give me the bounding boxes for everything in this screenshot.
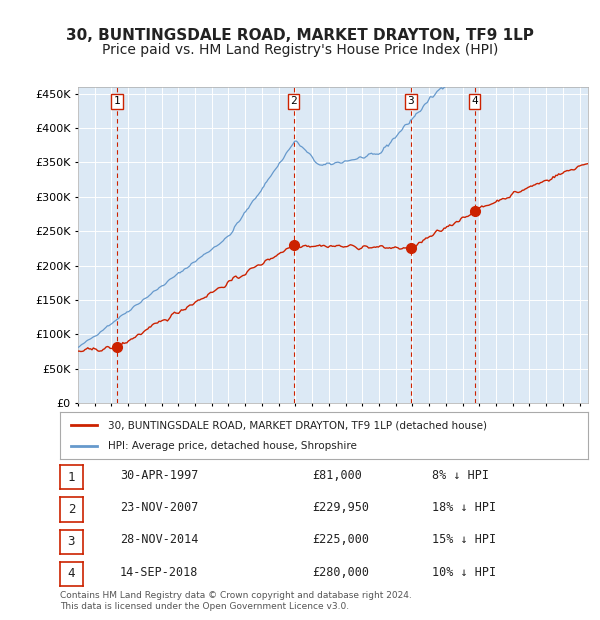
Text: HPI: Average price, detached house, Shropshire: HPI: Average price, detached house, Shro… — [107, 441, 356, 451]
Text: 2: 2 — [68, 503, 75, 516]
Text: 3: 3 — [68, 535, 75, 548]
Text: Contains HM Land Registry data © Crown copyright and database right 2024.
This d: Contains HM Land Registry data © Crown c… — [60, 591, 412, 611]
Text: £225,000: £225,000 — [312, 533, 369, 546]
Text: 1: 1 — [113, 96, 121, 106]
Text: 18% ↓ HPI: 18% ↓ HPI — [432, 501, 496, 514]
Text: 30-APR-1997: 30-APR-1997 — [120, 469, 199, 482]
Text: 28-NOV-2014: 28-NOV-2014 — [120, 533, 199, 546]
Text: 8% ↓ HPI: 8% ↓ HPI — [432, 469, 489, 482]
Text: 3: 3 — [408, 96, 415, 106]
Text: 4: 4 — [471, 96, 478, 106]
Text: 10% ↓ HPI: 10% ↓ HPI — [432, 565, 496, 578]
Text: 14-SEP-2018: 14-SEP-2018 — [120, 565, 199, 578]
Text: 30, BUNTINGSDALE ROAD, MARKET DRAYTON, TF9 1LP: 30, BUNTINGSDALE ROAD, MARKET DRAYTON, T… — [66, 28, 534, 43]
Text: £229,950: £229,950 — [312, 501, 369, 514]
Text: £81,000: £81,000 — [312, 469, 362, 482]
Text: Price paid vs. HM Land Registry's House Price Index (HPI): Price paid vs. HM Land Registry's House … — [102, 43, 498, 58]
Text: £280,000: £280,000 — [312, 565, 369, 578]
Text: 2: 2 — [290, 96, 297, 106]
Text: 23-NOV-2007: 23-NOV-2007 — [120, 501, 199, 514]
Text: 1: 1 — [68, 471, 75, 484]
Text: 30, BUNTINGSDALE ROAD, MARKET DRAYTON, TF9 1LP (detached house): 30, BUNTINGSDALE ROAD, MARKET DRAYTON, T… — [107, 420, 487, 430]
Text: 4: 4 — [68, 567, 75, 580]
Text: 15% ↓ HPI: 15% ↓ HPI — [432, 533, 496, 546]
